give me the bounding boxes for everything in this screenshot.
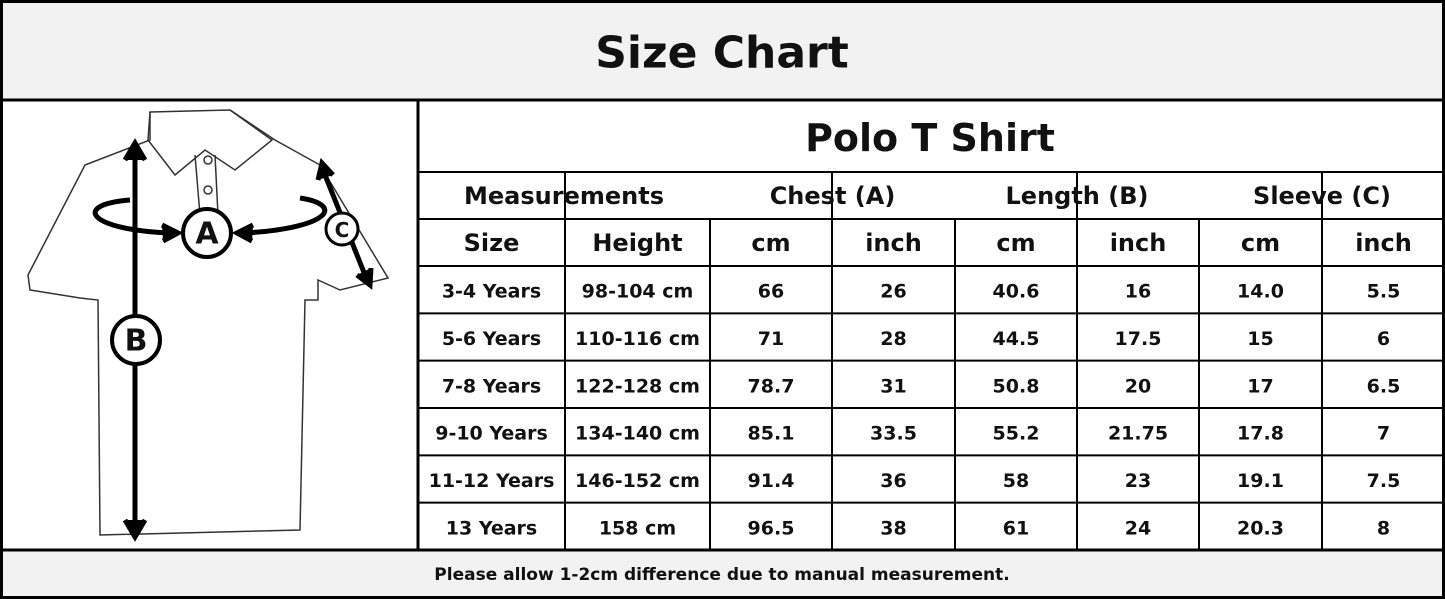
cell: 38 [880, 517, 906, 539]
cell: 19.1 [1237, 470, 1284, 492]
title-band [0, 0, 1445, 100]
cell: 5.5 [1367, 281, 1401, 303]
cell: 96.5 [748, 517, 795, 539]
cell: 9-10 Years [435, 423, 548, 445]
sub-header: Height [592, 229, 682, 257]
label-c: C [335, 218, 350, 242]
sub-header: cm [996, 229, 1035, 257]
cell: 23 [1125, 470, 1151, 492]
cell: 20.3 [1237, 517, 1284, 539]
group-header: Sleeve (C) [1253, 182, 1391, 210]
footer-band [0, 550, 1445, 599]
cell: 78.7 [748, 375, 795, 397]
cell: 40.6 [993, 281, 1040, 303]
cell: 16 [1125, 281, 1151, 303]
group-header: Chest (A) [770, 182, 896, 210]
cell: 33.5 [870, 423, 917, 445]
cell: 28 [880, 328, 906, 350]
table-title: Polo T Shirt [805, 116, 1055, 160]
group-header: Length (B) [1006, 182, 1149, 210]
sub-header: Size [464, 229, 520, 257]
cell: 5-6 Years [442, 328, 541, 350]
cell: 17.5 [1115, 328, 1162, 350]
label-b: B [125, 324, 148, 359]
cell: 21.75 [1108, 423, 1168, 445]
cell: 31 [880, 375, 906, 397]
cell: 58 [1003, 470, 1029, 492]
page-title: Size Chart [595, 28, 849, 79]
cell: 158 cm [599, 517, 676, 539]
cell: 13 Years [446, 517, 537, 539]
cell: 98-104 cm [582, 281, 694, 303]
cell: 50.8 [993, 375, 1040, 397]
group-header: Measurements [464, 182, 664, 210]
sub-header: cm [751, 229, 790, 257]
cell: 36 [880, 470, 906, 492]
cell: 44.5 [993, 328, 1040, 350]
cell: 134-140 cm [575, 423, 700, 445]
cell: 26 [880, 281, 906, 303]
cell: 7-8 Years [442, 375, 541, 397]
footer-note: Please allow 1-2cm difference due to man… [434, 565, 1009, 585]
cell: 7 [1377, 423, 1390, 445]
cell: 6.5 [1367, 375, 1401, 397]
cell: 11-12 Years [429, 470, 555, 492]
cell: 71 [758, 328, 784, 350]
cell: 6 [1377, 328, 1390, 350]
cell: 3-4 Years [442, 281, 541, 303]
cell: 55.2 [993, 423, 1040, 445]
cell: 66 [758, 281, 784, 303]
sub-header: inch [865, 229, 922, 257]
label-a: A [195, 217, 219, 252]
sub-header: inch [1110, 229, 1167, 257]
cell: 61 [1003, 517, 1029, 539]
sub-header: inch [1355, 229, 1412, 257]
cell: 122-128 cm [575, 375, 700, 397]
cell: 146-152 cm [575, 470, 700, 492]
cell: 8 [1377, 517, 1390, 539]
cell: 85.1 [748, 423, 795, 445]
diagram-labels: A B C [110, 207, 360, 366]
cell: 110-116 cm [575, 328, 700, 350]
cell: 7.5 [1367, 470, 1401, 492]
cell: 14.0 [1237, 281, 1284, 303]
cell: 17.8 [1237, 423, 1284, 445]
cell: 91.4 [748, 470, 795, 492]
table-grid [0, 98, 1445, 552]
sub-header: cm [1241, 229, 1280, 257]
cell: 20 [1125, 375, 1151, 397]
cell: 17 [1247, 375, 1273, 397]
cell: 24 [1125, 517, 1151, 539]
table-cells: Measurements Chest (A) Length (B) Sleeve (C… [429, 182, 1412, 539]
cell: 15 [1247, 328, 1273, 350]
